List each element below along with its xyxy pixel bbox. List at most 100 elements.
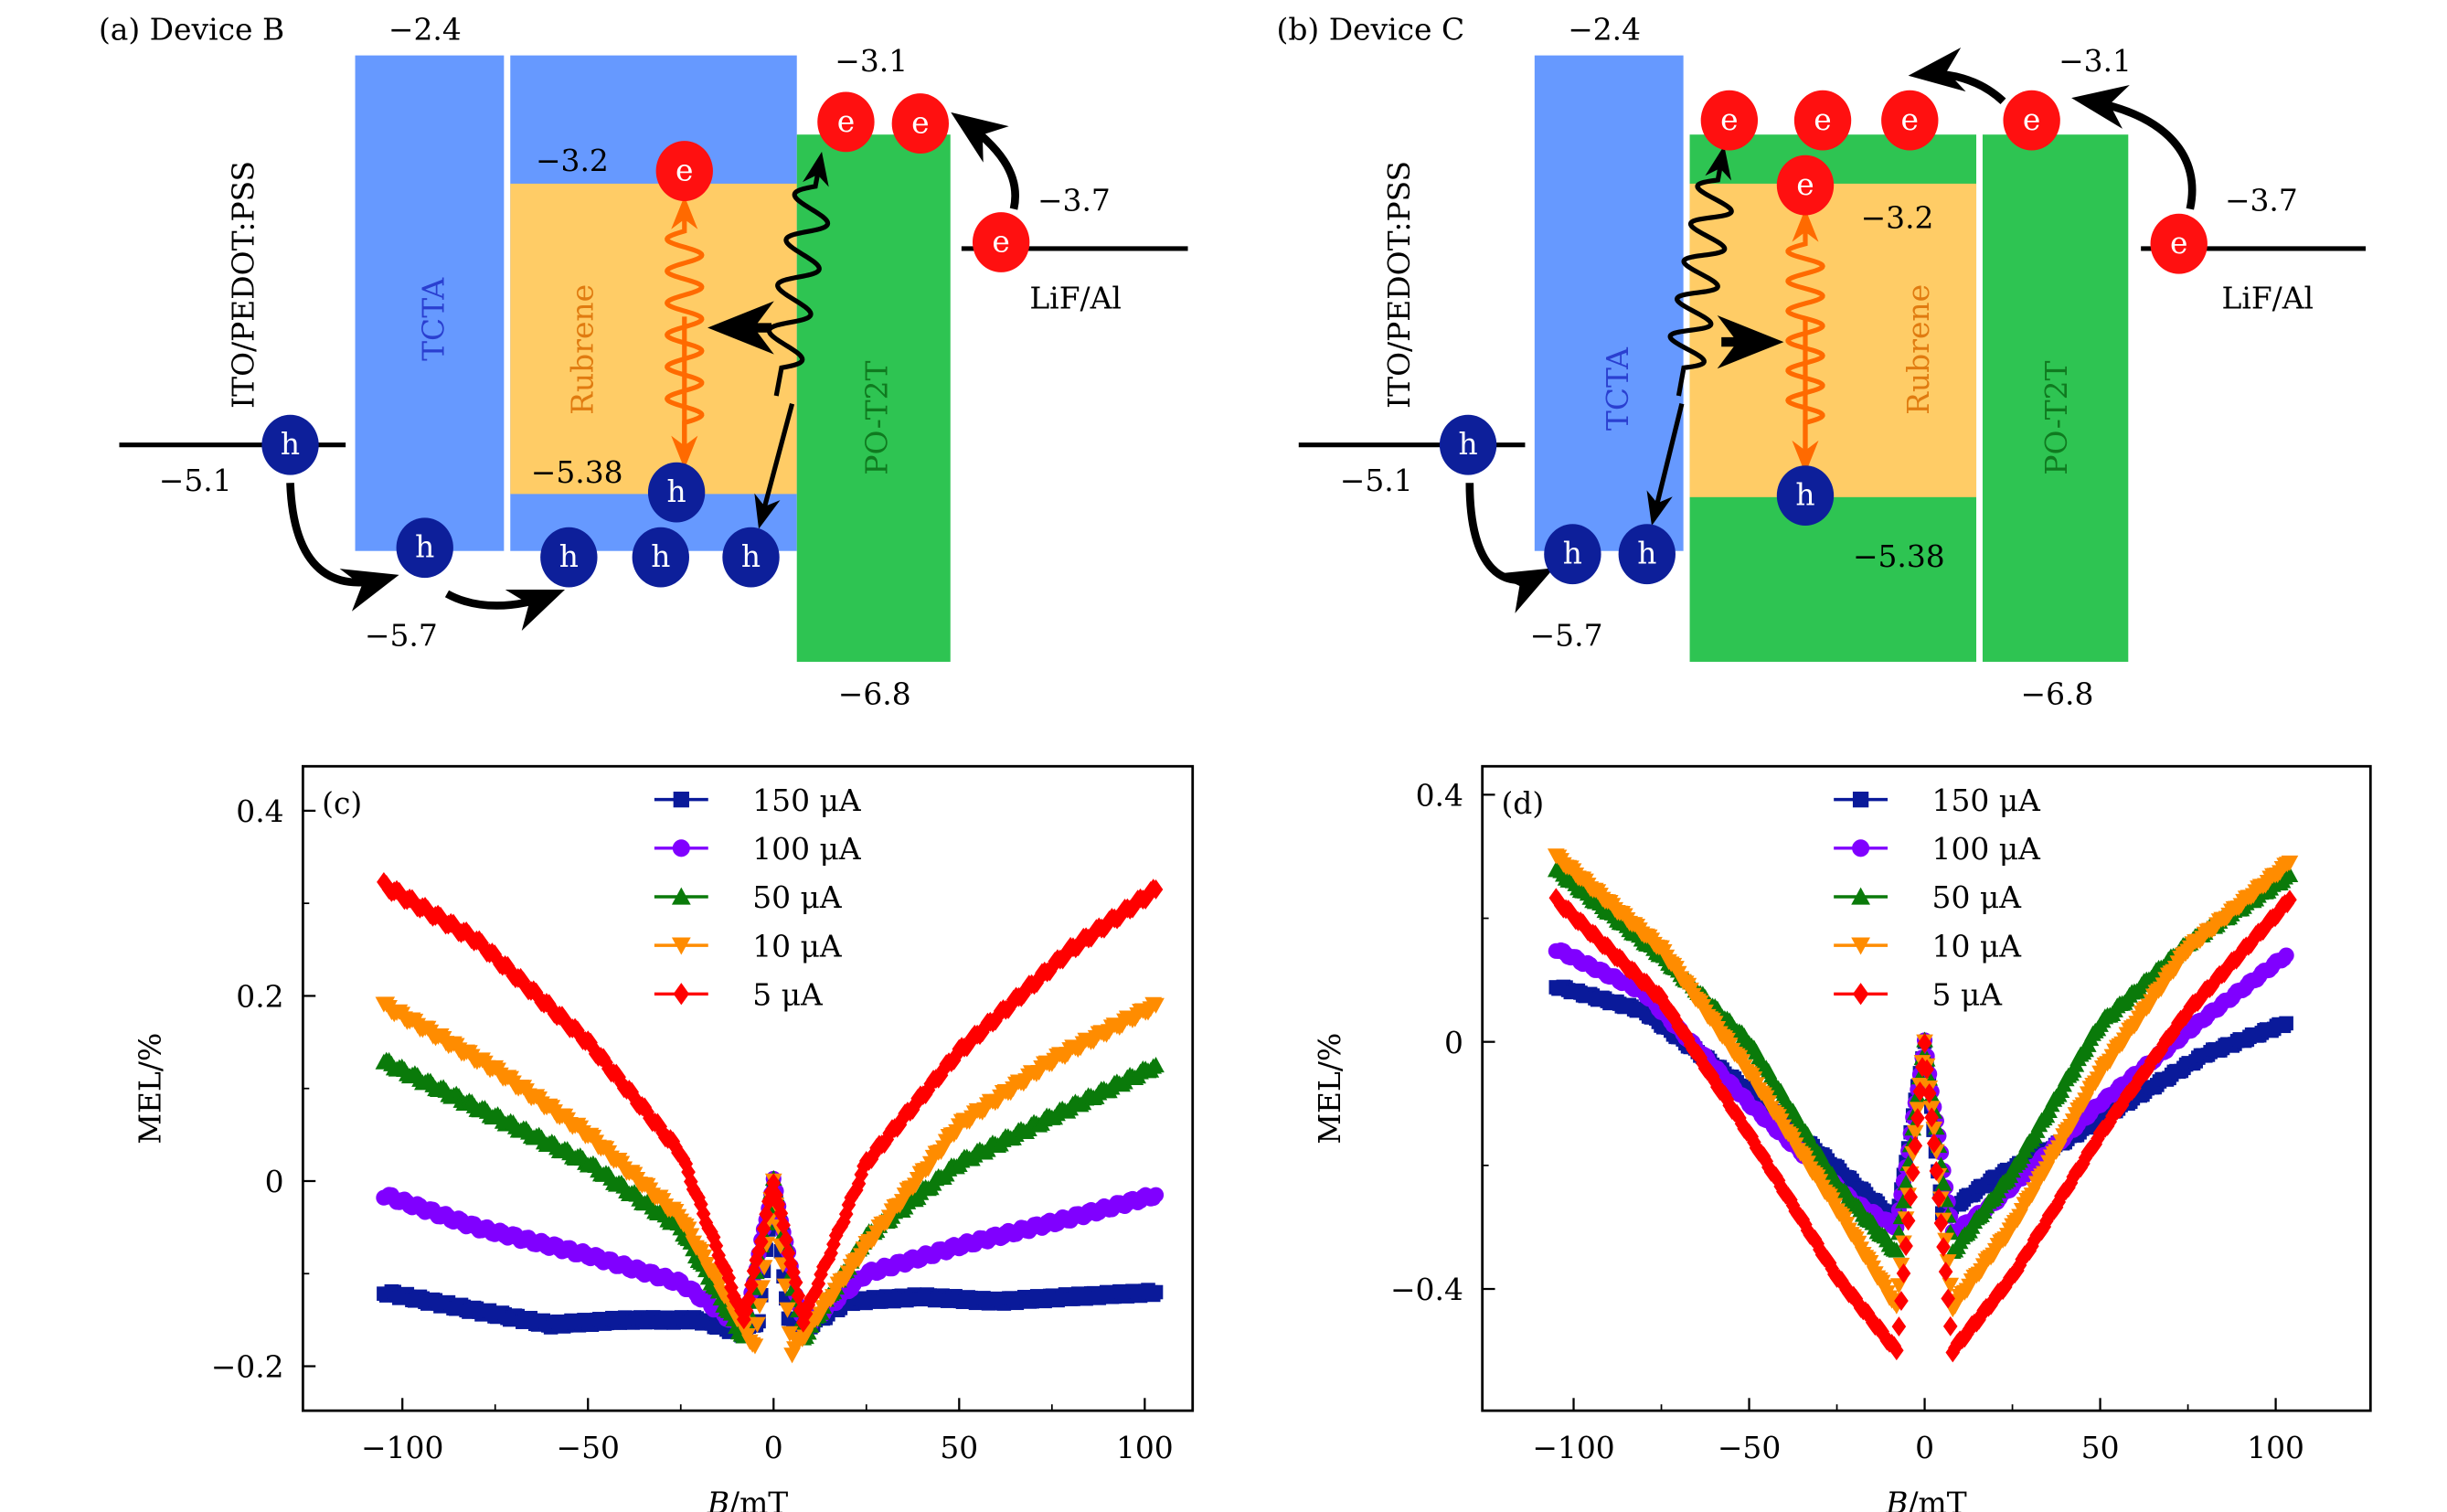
legend-label: 50 μA [1932,879,2023,915]
data-point-triangle-up [2281,866,2299,882]
data-point-triangle-up [1888,1241,1906,1258]
x-tick-label: 50 [940,1430,978,1465]
panel-label: (c) [322,785,362,821]
hole-circle [722,527,780,588]
hole-circle [647,462,706,523]
hole-circle [1776,465,1835,527]
level-anode: −5.1 [1340,463,1413,498]
anode-label: ITO/PEDOT:PSS [226,161,261,409]
electron: e [1881,90,1939,151]
pot2t-layer [796,134,951,662]
rubrene-label: Rubrene [1900,284,1936,415]
data-point-diamond [1899,1236,1913,1256]
legend-item: 50 μA [654,879,843,915]
hole-symbol: h [1458,426,1477,462]
data-point-triangle-down [1892,1257,1910,1274]
hole-symbol: h [741,538,761,574]
electron-circle [1881,90,1939,151]
electron-symbol: e [1814,101,1831,137]
data-point-triangle-down [781,1326,799,1342]
data-point-diamond [769,1185,783,1206]
hole-symbol: h [651,538,670,574]
electron-circle [2150,213,2208,274]
hole-circle [261,414,319,475]
legend-item: 50 μA [1834,879,2022,915]
data-point-circle [2278,947,2294,964]
electron-circle [1700,90,1759,151]
level-rub-homo: −5.38 [531,454,623,490]
electron-injection-arrow-1 [2071,85,2197,210]
data-point-diamond [1924,1107,1940,1128]
cathode-label: LiF/Al [2221,281,2314,316]
data-point-diamond [1910,1108,1925,1128]
data-point-square [1852,791,1869,808]
y-tick-label: −0.2 [211,1349,284,1385]
data-point-triangle-up [1895,1192,1912,1209]
electron: e [972,212,1030,272]
rubrene-label: Rubrene [564,284,600,415]
legend-item: 5 μA [1834,976,2003,1012]
electron: e [2003,90,2060,151]
electron-symbol: e [911,104,929,140]
hole-circle [540,527,598,588]
cross-exciton-arrow-down [1646,403,1685,527]
legend-label: 150 μA [1932,783,2042,818]
level-tcta-lumo: −2.4 [388,11,462,47]
electron: e [1776,154,1835,216]
x-tick-label: −50 [557,1430,620,1465]
legend-label: 10 μA [1932,928,2023,964]
electron-symbol: e [992,223,1009,259]
x-tick-label: 50 [2081,1430,2120,1465]
x-axis-label-unit: /mT [1908,1485,1966,1512]
chart-c: −100 −50 0 50 100 −0.2 0 0.2 0.4 (c) B/mT MEL/% 150 … [133,764,1195,1512]
x-tick-label: 0 [1915,1430,1934,1465]
electron-circle [655,141,713,201]
data-point-triangle-up [1851,887,1870,905]
data-point-circle [1852,839,1870,857]
level-tcta-homo: −5.7 [1530,618,1603,654]
hole-symbol: h [1563,536,1582,571]
hole: h [722,527,780,588]
electron: e [817,91,875,153]
y-tick-label: 0 [265,1164,284,1199]
pot2t-label: PO-T2T [858,360,894,474]
data-point-diamond [1903,1187,1918,1208]
data-point-diamond [776,1215,791,1236]
data-point-triangle-up [1897,1174,1915,1191]
data-point-diamond [836,1211,851,1232]
data-point-diamond [808,1281,824,1302]
level-tcta-lumo: −2.4 [1568,11,1641,47]
hole-circle [1439,414,1497,475]
data-point-triangle-down [779,1302,796,1318]
legend-item: 150 μA [1834,783,2041,818]
data-point-diamond [678,1154,694,1175]
electron-circle [2003,90,2060,151]
hole-symbol: h [281,426,300,462]
electron: e [1700,90,1759,151]
cross-exciton-arrow-down [754,402,795,529]
legend-label: 100 μA [752,831,862,867]
electron-circle [972,212,1030,272]
hole: h [647,462,706,523]
data-point-diamond [1942,1315,1958,1336]
tcta-layer [1534,55,1684,551]
level-pot-homo: −6.8 [2021,676,2094,712]
hole: h [540,527,598,588]
data-point-square [673,791,689,808]
data-point-triangle-up [1934,1175,1952,1191]
hole: h [1618,524,1676,585]
data-point-triangle-down [2281,855,2299,872]
electron-circle [1776,154,1835,216]
level-cathode: −3.7 [1037,182,1111,218]
series-0 [377,1174,1164,1344]
level-pot-lumo: −3.1 [2059,43,2132,79]
level-tcta-homo: −5.7 [365,618,438,654]
x-axis-label-unit: /mT [729,1485,788,1512]
chart-d: −100 −50 0 50 100 −0.4 0 0.4 (d) B/mT MEL/% 150 μA 1… [1312,764,2372,1512]
cross-exciton-wave-up [766,152,831,397]
cathode-label: LiF/Al [1029,281,1122,316]
legend-label: 150 μA [752,783,862,818]
electron-transport-arrow [1908,47,2006,105]
y-tick-label: 0.4 [236,793,283,829]
